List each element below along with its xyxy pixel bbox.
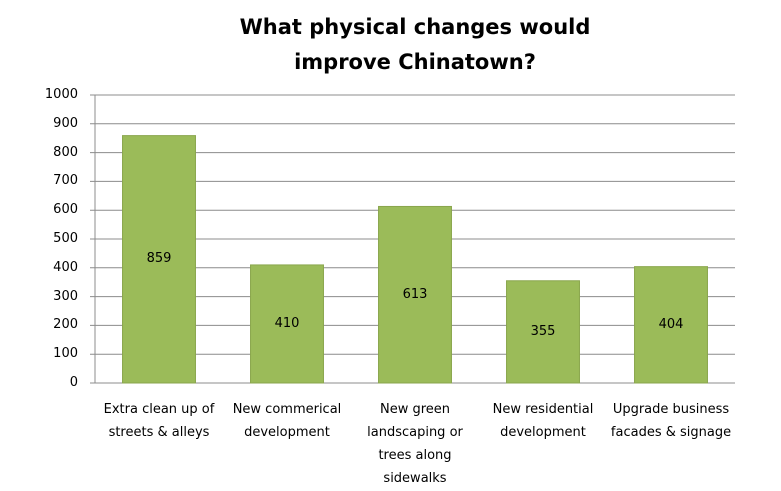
value-label: 410 [274,315,300,331]
x-tick-label: Upgrade business facades & signage [610,402,732,440]
y-tick-label: 700 [53,173,78,189]
x-tick-label: Extra clean up of streets & alleys [103,402,215,440]
bar [378,205,452,384]
y-tick-label: 500 [53,231,78,246]
x-tick-label: New residential development [492,402,594,440]
bar [506,280,580,384]
x-tick-label: New commerical development [232,402,342,440]
y-tick-label: 0 [69,375,78,390]
y-tick-label: 600 [53,202,78,218]
y-tick-label: 100 [53,346,78,362]
value-label: 404 [658,316,684,332]
bar [250,264,324,384]
value-label: 859 [146,251,172,267]
y-tick-label: 800 [53,144,78,160]
y-tick-label: 300 [53,288,78,304]
y-tick-label: 1000 [44,87,78,102]
value-label: 613 [402,286,428,302]
chart-title: What physical changes would improve Chin… [239,15,591,74]
y-tick-label: 200 [53,317,78,333]
y-tick-label: 400 [53,259,78,275]
bar [634,266,708,384]
x-tick-label: New green landscaping or trees along sid… [367,402,463,486]
bar [122,135,196,384]
y-tick-label: 900 [53,115,78,131]
value-label: 355 [530,323,556,339]
